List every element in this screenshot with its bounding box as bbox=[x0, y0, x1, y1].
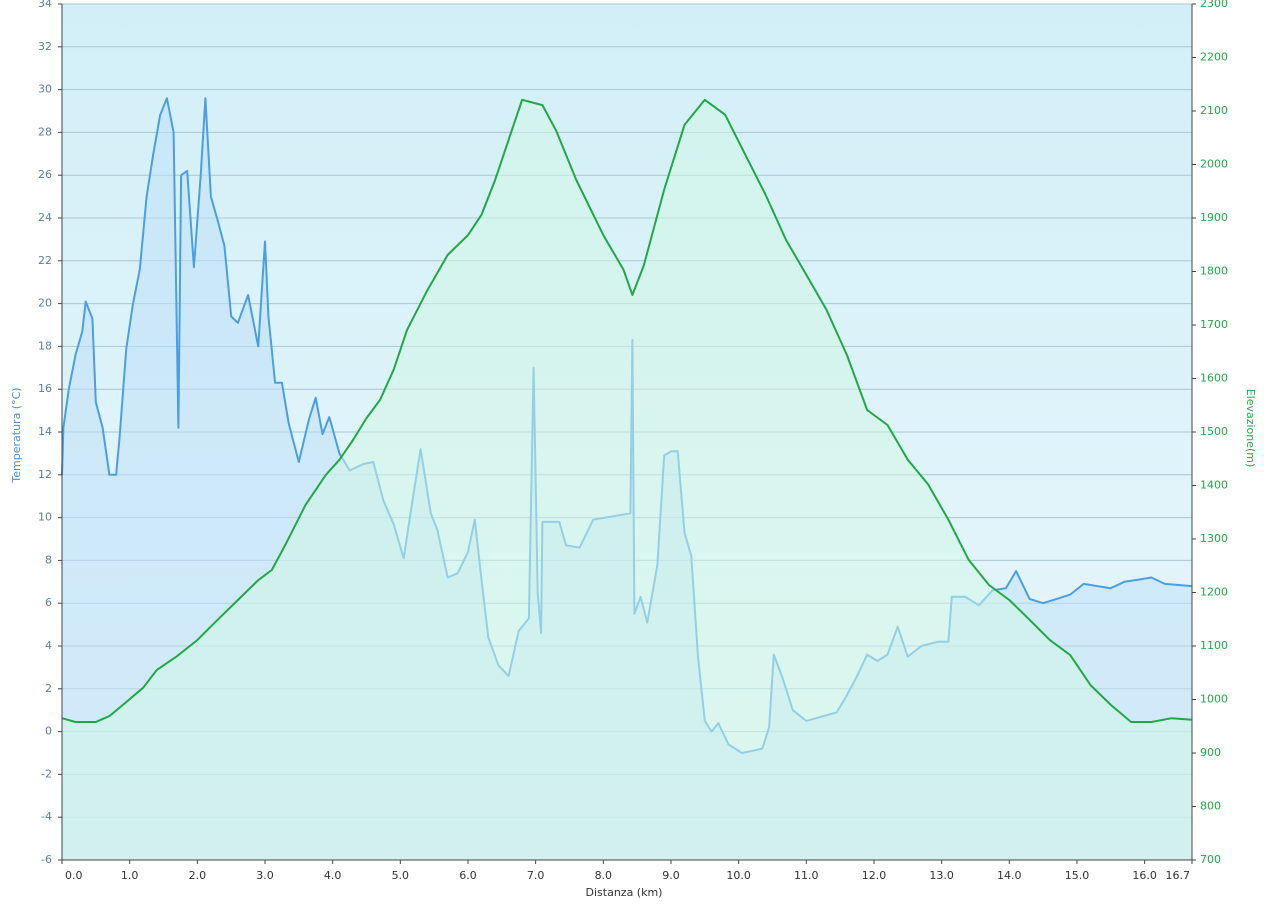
x-tick-label: 15.0 bbox=[1065, 869, 1090, 882]
y2-axis-label: Elevazione(m) bbox=[1244, 389, 1257, 468]
y2-tick-label: 1400 bbox=[1200, 479, 1228, 492]
x-tick-label: 0.0 bbox=[65, 869, 83, 882]
x-tick-label: 12.0 bbox=[862, 869, 887, 882]
y2-tick-label: 700 bbox=[1200, 853, 1221, 866]
y-tick-label: 8 bbox=[45, 553, 52, 566]
y2-tick-label: 1600 bbox=[1200, 372, 1228, 385]
y-tick-label: 20 bbox=[38, 297, 52, 310]
y2-tick-label: 900 bbox=[1200, 746, 1221, 759]
x-tick-label: 11.0 bbox=[794, 869, 819, 882]
y2-tick-label: 2100 bbox=[1200, 104, 1228, 117]
y-tick-label: 28 bbox=[38, 125, 52, 138]
y2-tick-label: 1200 bbox=[1200, 586, 1228, 599]
y-tick-label: 22 bbox=[38, 254, 52, 267]
y2-tick-label: 1500 bbox=[1200, 425, 1228, 438]
x-tick-label: 5.0 bbox=[392, 869, 410, 882]
layers bbox=[61, 3, 1193, 861]
y2-tick-label: 1800 bbox=[1200, 265, 1228, 278]
y-tick-label: 32 bbox=[38, 40, 52, 53]
x-tick-label: 2.0 bbox=[189, 869, 207, 882]
y-tick-label: 26 bbox=[38, 168, 52, 181]
y-tick-label: -4 bbox=[41, 810, 52, 823]
y2-tick-label: 1300 bbox=[1200, 532, 1228, 545]
x-tick-label: 7.0 bbox=[527, 869, 545, 882]
y2-tick-label: 1700 bbox=[1200, 318, 1228, 331]
y-tick-label: 14 bbox=[38, 425, 52, 438]
x-tick-label: 1.0 bbox=[121, 869, 139, 882]
y-tick-label: 10 bbox=[38, 511, 52, 524]
y-tick-label: 24 bbox=[38, 211, 52, 224]
x-tick-label: 3.0 bbox=[256, 869, 274, 882]
y2-tick-label: 800 bbox=[1200, 800, 1221, 813]
x-tick-label: 14.0 bbox=[997, 869, 1022, 882]
y-tick-label: 16 bbox=[38, 382, 52, 395]
y2-tick-label: 1900 bbox=[1200, 211, 1228, 224]
y2-tick-label: 2300 bbox=[1200, 0, 1228, 10]
x-tick-label: 13.0 bbox=[929, 869, 954, 882]
x-tick-label: 9.0 bbox=[662, 869, 680, 882]
y-tick-label: 0 bbox=[45, 725, 52, 738]
y-tick-label: -2 bbox=[41, 767, 52, 780]
x-axis-label: Distanza (km) bbox=[586, 886, 663, 899]
y-tick-label: 6 bbox=[45, 596, 52, 609]
y-tick-label: 2 bbox=[45, 682, 52, 695]
y-tick-label: 4 bbox=[45, 639, 52, 652]
y-axis-label: Temperatura (°C) bbox=[10, 387, 23, 483]
y2-tick-label: 2000 bbox=[1200, 158, 1228, 171]
y-tick-label: 34 bbox=[38, 0, 52, 10]
line bbox=[61, 98, 1193, 723]
x-tick-label: 8.0 bbox=[595, 869, 613, 882]
y-tick-label: 18 bbox=[38, 339, 52, 352]
y2-tick-label: 1000 bbox=[1200, 693, 1228, 706]
y-tick-label: 30 bbox=[38, 83, 52, 96]
area bbox=[62, 99, 1192, 861]
x-tick-label: 6.0 bbox=[459, 869, 477, 882]
y2-tick-label: 1100 bbox=[1200, 639, 1228, 652]
x-tick-label: 4.0 bbox=[324, 869, 342, 882]
x-tick-label: 10.0 bbox=[726, 869, 751, 882]
x-tick-label: 16.0 bbox=[1132, 869, 1157, 882]
y-tick-label: 12 bbox=[38, 468, 52, 481]
x-tick-label: 16.7 bbox=[1166, 869, 1191, 882]
y-tick-label: -6 bbox=[41, 853, 52, 866]
y2-tick-label: 2200 bbox=[1200, 51, 1228, 64]
